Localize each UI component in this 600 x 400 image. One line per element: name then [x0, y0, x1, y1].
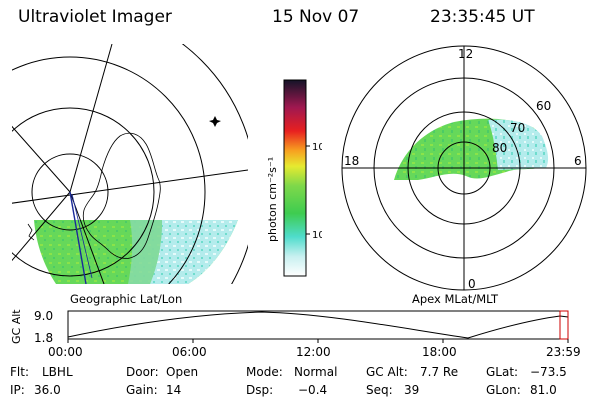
flt-key: Flt:	[10, 365, 29, 379]
time-label: 23:35:45 UT	[430, 7, 535, 27]
mlat-label-80: 80	[492, 141, 507, 155]
gain-key: Gain:	[126, 383, 158, 397]
gc-alt-key: GC Alt:	[366, 365, 408, 379]
altitude-curve	[67, 311, 569, 339]
seq-key: Seq:	[366, 383, 393, 397]
ip-key: IP:	[10, 383, 25, 397]
seq-value: 39	[404, 383, 420, 397]
mode-key: Mode:	[246, 365, 283, 379]
mlt-label-12: 12	[458, 47, 473, 61]
time-tick-0600: 06:00	[172, 345, 207, 359]
date-label: 15 Nov 07	[272, 7, 360, 27]
ip-value: 36.0	[34, 383, 61, 397]
instrument-title: Ultraviolet Imager	[18, 7, 172, 27]
dsp-key: Dsp:	[246, 383, 274, 397]
altitude-tick-min: 1.8	[34, 331, 53, 345]
time-tick-1200: 12:00	[296, 345, 331, 359]
geographic-map	[12, 44, 248, 284]
flt-value: LBHL	[42, 365, 73, 379]
mlat-label-70: 70	[510, 121, 525, 135]
glon-value: 81.0	[530, 383, 557, 397]
orbit-altitude-plot: GC Alt 9.0 1.8 00:00 06:00 12:00 18:00 2…	[10, 309, 581, 359]
mlt-label-6: 6	[574, 154, 582, 168]
colorbar-tick-100: 100	[312, 142, 322, 153]
door-value: Open	[166, 365, 199, 379]
time-tick-0000: 00:00	[48, 345, 83, 359]
gain-value: 14	[166, 383, 182, 397]
glat-value: −73.5	[530, 365, 567, 379]
time-tick-2359: 23:59	[546, 345, 581, 359]
altitude-tick-max: 9.0	[34, 309, 53, 323]
colorbar-label: photon cm⁻²s⁻¹	[266, 157, 279, 242]
colorbar: 100 10 photon cm⁻²s⁻¹	[266, 79, 322, 277]
glat-key: GLat:	[486, 365, 519, 379]
gc-alt-value: 7.7 Re	[420, 365, 459, 379]
colorbar-tick-10: 10	[312, 230, 322, 241]
dsp-value: −0.4	[298, 383, 328, 397]
current-time-marker	[559, 310, 569, 340]
mlt-label-0: 0	[468, 277, 476, 291]
geographic-caption: Geographic Lat/Lon	[70, 292, 183, 306]
mlt-polar-plot: 12 18 6 0 60 70 80	[341, 45, 587, 291]
time-tick-1800: 18:00	[422, 345, 457, 359]
door-key: Door:	[126, 365, 159, 379]
glon-key: GLon:	[486, 383, 521, 397]
continent-outline	[82, 132, 161, 259]
altitude-axis-label: GC Alt	[10, 309, 23, 344]
mlat-label-60: 60	[536, 99, 551, 113]
apex-caption: Apex MLat/MLT	[412, 292, 499, 306]
mode-value: Normal	[294, 365, 338, 379]
mlt-label-18: 18	[344, 154, 359, 168]
